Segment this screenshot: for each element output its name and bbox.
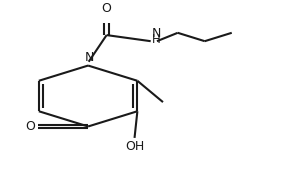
Text: OH: OH	[125, 140, 144, 153]
Text: O: O	[26, 120, 35, 133]
Text: N: N	[152, 27, 162, 40]
Text: O: O	[102, 2, 112, 15]
Text: N: N	[85, 51, 94, 64]
Text: H: H	[152, 33, 161, 46]
